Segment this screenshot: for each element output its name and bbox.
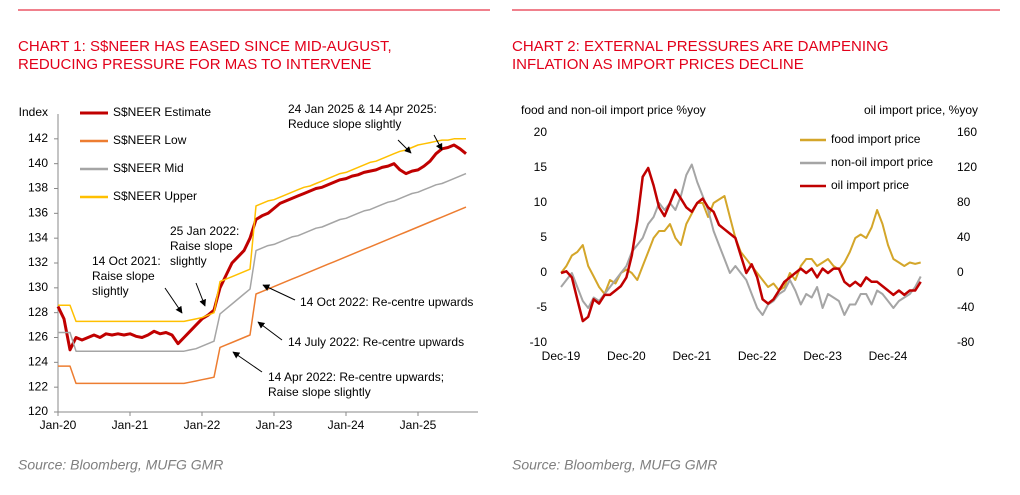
series-line (560, 166, 922, 323)
y-tick-label: 20 (534, 125, 548, 139)
y2-tick-label: 40 (957, 230, 971, 244)
x-tick-label: Jan-25 (400, 418, 437, 432)
x-tick-label: Dec-22 (738, 349, 777, 363)
y-tick-label: 140 (28, 156, 48, 170)
annotation: Raise slope slightly (268, 385, 371, 399)
y-tick-label: 122 (28, 379, 48, 393)
chart-title: REDUCING PRESSURE FOR MAS TO INTERVENE (18, 56, 371, 73)
y-axis-label: food and non-oil import price %yoy (521, 103, 706, 117)
legend-label: S$NEER Estimate (113, 105, 211, 119)
x-tick-label: Jan-22 (184, 418, 221, 432)
annotation: 14 Oct 2022: Re-centre upwards (300, 295, 473, 309)
y-tick-label: 132 (28, 255, 48, 269)
annotation-arrow (397, 139, 412, 154)
annotation: 25 Jan 2022: (170, 224, 239, 238)
x-tick-label: Jan-23 (256, 418, 293, 432)
annotation: Raise slope (170, 239, 233, 253)
chart-title: INFLATION AS IMPORT PRICES DECLINE (512, 56, 804, 73)
x-tick-label: Jan-24 (328, 418, 365, 432)
y-tick-label: 130 (28, 280, 48, 294)
x-tick-label: Dec-21 (672, 349, 711, 363)
x-tick-label: Jan-20 (40, 418, 77, 432)
x-tick-label: Dec-20 (607, 349, 646, 363)
source-note: Source: Bloomberg, MUFG GMR (18, 457, 223, 473)
annotation: slightly (170, 254, 207, 268)
y-tick-label: -10 (530, 335, 548, 349)
series-line (58, 138, 466, 323)
annotation: 14 Oct 2021: (92, 254, 161, 268)
legend-label: oil import price (831, 178, 909, 192)
annotation: 14 Apr 2022: Re-centre upwards; (268, 370, 444, 384)
y-tick-label: 142 (28, 131, 48, 145)
series-line (58, 206, 467, 385)
y-tick-label: 124 (28, 355, 48, 369)
y-axis-label: Index (19, 105, 48, 119)
y-tick-label: 126 (28, 330, 48, 344)
chart-title: CHART 1: S$NEER HAS EASED SINCE MID-AUGU… (18, 38, 392, 55)
chart-title: CHART 2: EXTERNAL PRESSURES ARE DAMPENIN… (512, 38, 889, 55)
y2-tick-label: -40 (957, 300, 975, 314)
annotation-arrow (433, 134, 443, 151)
annotation: Reduce slope slightly (288, 117, 401, 131)
y-tick-label: 15 (534, 160, 548, 174)
annotation-arrow (257, 321, 283, 341)
x-tick-label: Dec-23 (803, 349, 842, 363)
annotation-arrow (164, 287, 183, 314)
y-tick-label: -5 (536, 300, 547, 314)
y-tick-label: 120 (28, 404, 48, 418)
y-tick-label: 138 (28, 181, 48, 195)
annotation: 24 Jan 2025 & 14 Apr 2025: (288, 102, 437, 116)
annotation-arrow (262, 284, 296, 301)
y-tick-label: 136 (28, 206, 48, 220)
y2-tick-label: 160 (957, 125, 977, 139)
y-tick-label: 0 (540, 265, 547, 279)
annotation-arrow (195, 282, 206, 307)
y-tick-label: 10 (534, 195, 548, 209)
y-tick-label: 5 (540, 230, 547, 244)
y2-tick-label: 0 (957, 265, 964, 279)
x-tick-label: Dec-24 (869, 349, 908, 363)
source-note: Source: Bloomberg, MUFG GMR (512, 457, 717, 473)
annotation-arrow (232, 351, 263, 373)
series-line (56, 143, 467, 352)
annotation: slightly (92, 284, 129, 298)
legend-label: food import price (831, 132, 921, 146)
series-line (58, 172, 467, 352)
annotation: 14 July 2022: Re-centre upwards (288, 335, 464, 349)
annotation: Raise slope (92, 269, 155, 283)
y2-tick-label: -80 (957, 335, 975, 349)
y2-tick-label: 120 (957, 160, 977, 174)
y2-tick-label: 80 (957, 195, 971, 209)
y-tick-label: 134 (28, 230, 48, 244)
legend-label: S$NEER Low (113, 133, 187, 147)
series-line (560, 163, 922, 316)
x-tick-label: Dec-19 (542, 349, 581, 363)
x-tick-label: Jan-21 (112, 418, 149, 432)
y-tick-label: 128 (28, 305, 48, 319)
legend-label: S$NEER Mid (113, 161, 184, 175)
y2-axis-label: oil import price, %yoy (864, 103, 978, 117)
legend-label: S$NEER Upper (113, 189, 197, 203)
legend-label: non-oil import price (831, 155, 933, 169)
